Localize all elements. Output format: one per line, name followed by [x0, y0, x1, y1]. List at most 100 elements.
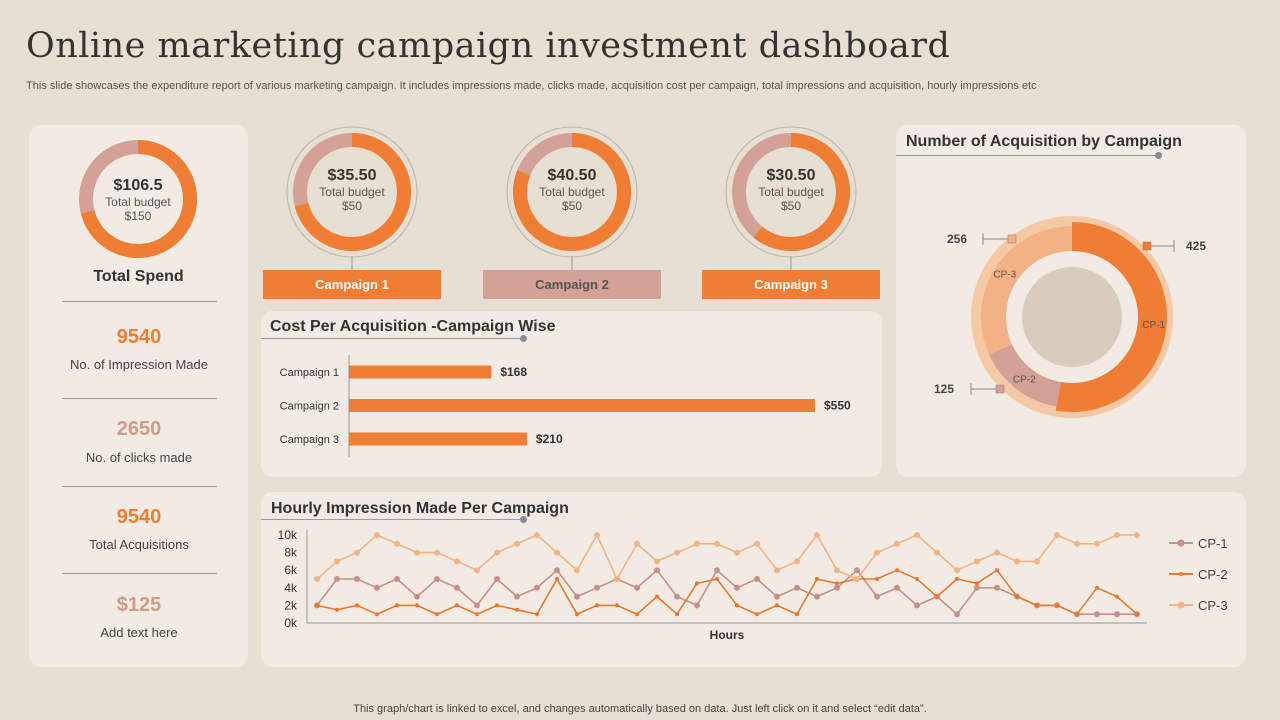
campaign-2-budget-label: Total budget [539, 185, 605, 199]
hourly-point-cp-2 [1135, 612, 1139, 617]
hourly-point-cp-1 [514, 593, 520, 600]
hourly-point-cp-3 [1114, 532, 1120, 538]
hourly-point-cp-1 [394, 576, 400, 582]
cpa-panel: Cost Per Acquisition -Campaign Wise Camp… [261, 311, 882, 477]
hourly-x-axis-label: Hours [710, 628, 745, 642]
divider [62, 573, 217, 574]
hourly-point-cp-3 [314, 576, 320, 582]
total-spend-budget: $150 [124, 209, 152, 223]
hourly-point-cp-2 [475, 612, 479, 617]
hourly-point-cp-3 [434, 549, 440, 556]
hourly-point-cp-3 [1074, 540, 1080, 547]
campaign-2-donut-spent-arc [513, 133, 631, 251]
hourly-point-cp-2 [775, 603, 779, 608]
acquisition-donut-chart[interactable]: CP-1 CP-2 CP-3 425 125 256 [896, 125, 1246, 477]
hourly-point-cp-1 [594, 584, 600, 591]
hourly-point-cp-1 [654, 567, 660, 574]
hourly-point-cp-2 [975, 581, 979, 586]
hourly-point-cp-1 [794, 584, 800, 591]
cpa-bar-chart[interactable]: Campaign 1 $168 Campaign 2 $550 Campaign 3 $2… [261, 311, 882, 477]
legend-label-cp-1: CP-1 [1198, 536, 1228, 551]
divider [62, 486, 217, 487]
hourly-point-cp-2 [395, 603, 399, 608]
extra-value: $125 [116, 594, 162, 616]
campaign-donuts [286, 126, 857, 270]
hourly-point-cp-3 [534, 532, 540, 538]
hourly-point-cp-1 [894, 584, 900, 591]
hourly-point-cp-2 [355, 603, 359, 608]
acquisition-slice [981, 226, 1072, 355]
hourly-point-cp-2 [835, 581, 839, 586]
campaign-2-budget: $50 [561, 199, 583, 213]
hourly-point-cp-3 [754, 540, 760, 547]
hourly-point-cp-2 [895, 568, 899, 573]
cpa-bar [349, 399, 815, 412]
hourly-point-cp-1 [634, 584, 640, 591]
impressions-label: No. of Impression Made [69, 357, 208, 372]
hourly-point-cp-2 [875, 577, 879, 581]
campaign-2-spend: $40.50 [547, 167, 597, 184]
hourly-series-line-cp-3 [316, 533, 1137, 581]
hourly-y-tick-label: 2k [284, 598, 298, 612]
summary-panel: $106.5 Total budget $150 Total Spend 954… [29, 125, 248, 667]
campaign-2-donut-text: $40.50 Total budget $50 [512, 167, 632, 213]
campaign-2-button[interactable]: Campaign 2 [483, 270, 661, 299]
hourly-point-cp-1 [354, 576, 360, 582]
hourly-point-cp-2 [595, 603, 599, 608]
total-spend-budget-label: Total budget [105, 195, 171, 209]
hourly-point-cp-2 [495, 603, 499, 608]
hourly-title: Hourly Impression Made Per Campaign [271, 500, 569, 517]
hourly-point-cp-2 [755, 612, 759, 617]
campaign-3-budget: $50 [780, 199, 802, 213]
hourly-point-cp-1 [374, 584, 380, 591]
acquisition-slice [1055, 222, 1167, 412]
hourly-point-cp-3 [814, 532, 820, 538]
campaign-1-spend: $35.50 [327, 167, 377, 184]
hourly-point-cp-3 [714, 540, 720, 547]
hourly-point-cp-2 [1035, 603, 1039, 608]
hourly-point-cp-1 [494, 576, 500, 582]
hourly-point-cp-3 [674, 549, 680, 556]
cpa-category-label: Campaign 3 [280, 434, 339, 446]
hourly-point-cp-3 [594, 532, 600, 538]
hourly-point-cp-2 [935, 594, 939, 599]
hourly-line-chart[interactable]: 0k 2k 4k 6k 8k 10k Hours CP-1 CP-2 CP-3 [261, 492, 1246, 667]
hourly-point-cp-1 [874, 593, 880, 600]
hourly-point-cp-2 [1075, 612, 1079, 617]
hourly-point-cp-2 [555, 577, 559, 581]
hourly-point-cp-3 [394, 540, 400, 547]
hourly-title-underline [261, 516, 527, 523]
hourly-point-cp-3 [1054, 532, 1060, 538]
hourly-y-tick-label: 6k [284, 563, 298, 577]
hourly-point-cp-3 [334, 558, 340, 565]
hourly-point-cp-1 [754, 576, 760, 582]
hourly-point-cp-1 [854, 567, 860, 574]
acquisition-value-label: 425 [1186, 239, 1206, 253]
cpa-bar [349, 432, 527, 446]
hourly-point-cp-2 [655, 594, 659, 599]
hourly-point-cp-1 [834, 584, 840, 591]
hourly-point-cp-3 [854, 576, 860, 582]
hourly-point-cp-3 [474, 567, 480, 574]
cpa-title-underline [261, 335, 527, 342]
cpa-title: Cost Per Acquisition -Campaign Wise [270, 318, 556, 335]
total-spend-spent-arc [80, 140, 197, 258]
total-spend-donut[interactable] [29, 125, 248, 275]
hourly-point-cp-3 [654, 558, 660, 565]
cpa-category-label: Campaign 2 [280, 401, 339, 413]
extra-label: Add text here [100, 625, 178, 640]
hourly-point-cp-2 [695, 581, 699, 586]
hourly-point-cp-1 [674, 593, 680, 600]
hourly-point-cp-3 [834, 567, 840, 574]
campaign-3-button[interactable]: Campaign 3 [702, 270, 880, 299]
total-spend-value: $106.5 [113, 177, 163, 194]
hourly-point-cp-2 [735, 603, 739, 608]
hourly-point-cp-1 [574, 593, 580, 600]
clicks-value: 2650 [116, 418, 162, 440]
hourly-point-cp-3 [914, 532, 920, 538]
campaign-3-spend: $30.50 [766, 167, 816, 184]
campaign-1-button[interactable]: Campaign 1 [263, 270, 441, 299]
hourly-point-cp-3 [614, 576, 620, 582]
hourly-point-cp-3 [374, 532, 380, 538]
hourly-point-cp-2 [915, 577, 919, 581]
